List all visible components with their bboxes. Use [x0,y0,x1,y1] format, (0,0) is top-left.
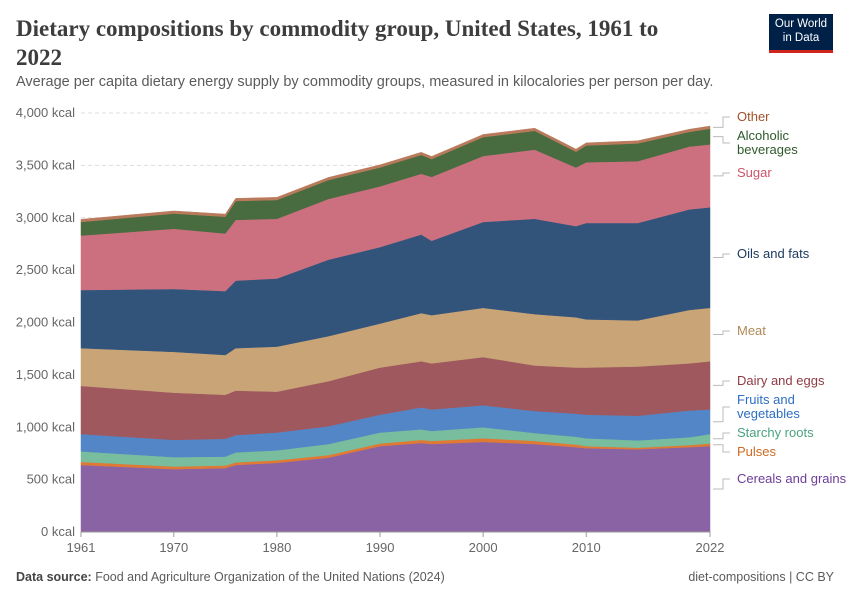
label-leader-line [713,136,730,144]
label-leader-line [713,478,730,490]
y-tick-label: 2,000 kcal [16,315,75,330]
x-tick-label: 2010 [572,540,601,555]
y-tick-label: 0 kcal [41,524,75,539]
y-tick-label: 4,000 kcal [16,105,75,120]
series-label: Alcoholic beverages [737,128,798,157]
series-label: Other [737,109,770,124]
label-leader-line [713,116,730,128]
y-tick-label: 3,000 kcal [16,210,75,225]
series-label: Cereals and grains [737,471,847,486]
chart-subtitle: Average per capita dietary energy supply… [16,74,714,90]
chart-title: Dietary compositions by commodity group,… [16,16,659,70]
label-leader-line [713,380,730,386]
label-leader-line [713,444,730,453]
source-text[interactable]: Food and Agriculture Organization of the… [95,570,445,584]
x-tick-label: 2000 [469,540,498,555]
series-label: Pulses [737,444,777,459]
y-tick-label: 1,000 kcal [16,419,75,434]
label-leader-line [713,406,730,423]
y-tick-label: 500 kcal [27,472,76,487]
x-tick-label: 1990 [366,540,395,555]
license[interactable]: diet-compositions | CC BY [688,570,834,584]
y-tick-label: 2,500 kcal [16,262,75,277]
y-tick-label: 1,500 kcal [16,367,75,382]
label-leader-line [713,330,730,336]
series-label: Oils and fats [737,246,810,261]
label-leader-line [713,172,730,177]
data-source: Data source: Food and Agriculture Organi… [16,570,445,584]
owid-logo[interactable]: Our World in Data [769,14,833,53]
x-tick-label: 1961 [67,540,96,555]
label-leader-line [713,432,730,440]
series-label: Sugar [737,165,772,180]
series-label: Starchy roots [737,425,814,440]
x-tick-label: 2022 [696,540,725,555]
label-leader-line [713,253,730,259]
y-tick-label: 3,500 kcal [16,157,75,172]
series-label: Meat [737,323,766,338]
area-other [80,125,711,223]
source-label: Data source: [16,570,92,584]
x-tick-label: 1980 [262,540,291,555]
series-label: Dairy and eggs [737,373,825,388]
series-label: Fruits and vegetables [737,392,800,421]
x-tick-label: 1970 [159,540,188,555]
